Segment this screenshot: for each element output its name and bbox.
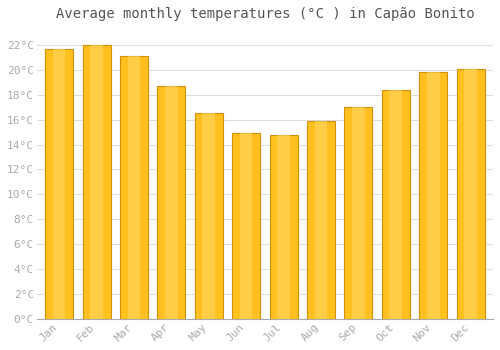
Bar	[270, 135, 297, 319]
Bar	[195, 113, 223, 319]
Bar	[158, 86, 186, 319]
Bar	[352, 107, 364, 319]
Bar	[240, 133, 252, 319]
Bar	[456, 69, 484, 319]
Bar	[120, 56, 148, 319]
Bar	[278, 135, 290, 319]
Bar	[464, 69, 477, 319]
Bar	[314, 121, 328, 319]
Bar	[165, 86, 177, 319]
Bar	[82, 45, 110, 319]
Bar	[232, 133, 260, 319]
Bar	[128, 56, 140, 319]
Bar	[419, 72, 447, 319]
Bar	[90, 45, 103, 319]
Bar	[53, 49, 66, 319]
Bar	[344, 107, 372, 319]
Bar	[45, 49, 73, 319]
Bar	[390, 90, 402, 319]
Bar	[307, 121, 335, 319]
Bar	[202, 113, 215, 319]
Bar	[382, 90, 410, 319]
Title: Average monthly temperatures (°C ) in Capão Bonito: Average monthly temperatures (°C ) in Ca…	[56, 7, 474, 21]
Bar	[427, 72, 440, 319]
